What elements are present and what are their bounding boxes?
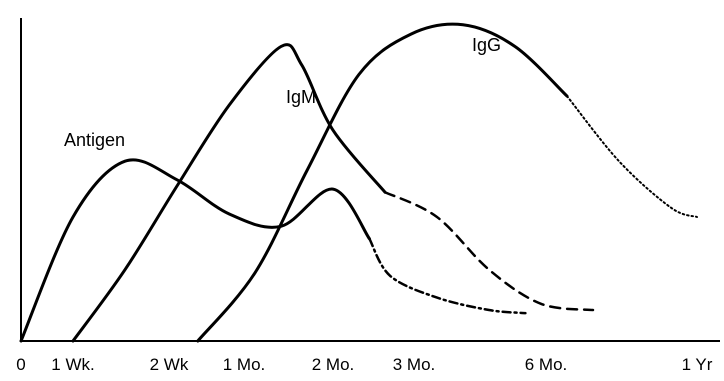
x-tick-label: 1 Yr xyxy=(682,355,713,374)
series-curves xyxy=(19,22,698,343)
x-tick-label: 6 Mo. xyxy=(525,355,568,374)
x-tick-label: 2 Mo. xyxy=(312,355,355,374)
series-label-igm: IgM xyxy=(286,87,316,107)
x-tick-label: 3 Mo. xyxy=(393,355,436,374)
x-tick-label: 1 Mo. xyxy=(223,355,266,374)
series-line-antigen xyxy=(19,158,371,343)
series-line-antigen-decline xyxy=(368,237,527,315)
x-tick-label: 0 xyxy=(16,355,25,374)
axes xyxy=(20,18,720,342)
x-tick-label: 1 Wk. xyxy=(51,355,94,374)
x-tick-label: 2 Wk xyxy=(150,355,189,374)
series-label-antigen: Antigen xyxy=(64,130,125,150)
series-line-igm xyxy=(71,43,387,343)
x-axis-tick-labels: 0 1 Wk. 2 Wk 1 Mo. 2 Mo. 3 Mo. 6 Mo. 1 Yr xyxy=(16,355,713,374)
series-line-igm-decline xyxy=(383,190,595,312)
series-line-igg xyxy=(196,22,569,343)
series-labels: Antigen IgM IgG xyxy=(64,35,501,150)
series-label-igg: IgG xyxy=(472,35,501,55)
series-line-igg-decline xyxy=(566,95,698,218)
